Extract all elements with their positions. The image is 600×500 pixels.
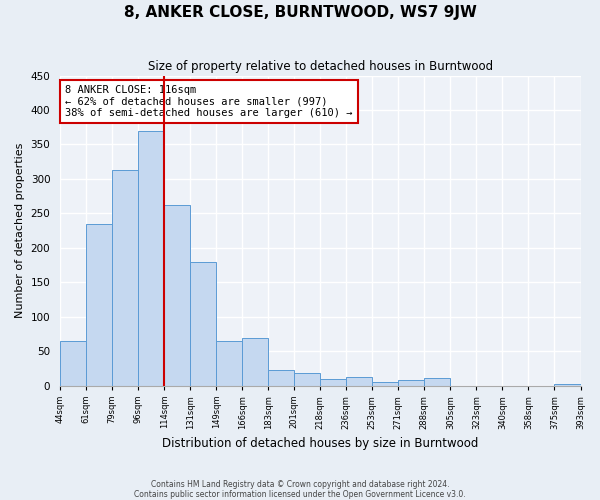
Bar xyxy=(190,262,216,386)
Bar xyxy=(398,380,424,386)
X-axis label: Distribution of detached houses by size in Burntwood: Distribution of detached houses by size … xyxy=(162,437,478,450)
Bar xyxy=(268,370,294,386)
Bar xyxy=(373,382,398,386)
Bar xyxy=(346,378,373,386)
Y-axis label: Number of detached properties: Number of detached properties xyxy=(15,143,25,318)
Text: Contains HM Land Registry data © Crown copyright and database right 2024.
Contai: Contains HM Land Registry data © Crown c… xyxy=(134,480,466,499)
Bar xyxy=(112,170,138,386)
Bar xyxy=(138,132,164,386)
Bar xyxy=(242,338,268,386)
Bar xyxy=(554,384,581,386)
Bar xyxy=(60,341,86,386)
Text: 8, ANKER CLOSE, BURNTWOOD, WS7 9JW: 8, ANKER CLOSE, BURNTWOOD, WS7 9JW xyxy=(124,5,476,20)
Bar xyxy=(294,372,320,386)
Bar xyxy=(216,341,242,386)
Bar xyxy=(320,379,346,386)
Text: 8 ANKER CLOSE: 116sqm
← 62% of detached houses are smaller (997)
38% of semi-det: 8 ANKER CLOSE: 116sqm ← 62% of detached … xyxy=(65,85,353,118)
Bar xyxy=(424,378,451,386)
Bar xyxy=(86,224,112,386)
Title: Size of property relative to detached houses in Burntwood: Size of property relative to detached ho… xyxy=(148,60,493,73)
Bar xyxy=(164,205,190,386)
